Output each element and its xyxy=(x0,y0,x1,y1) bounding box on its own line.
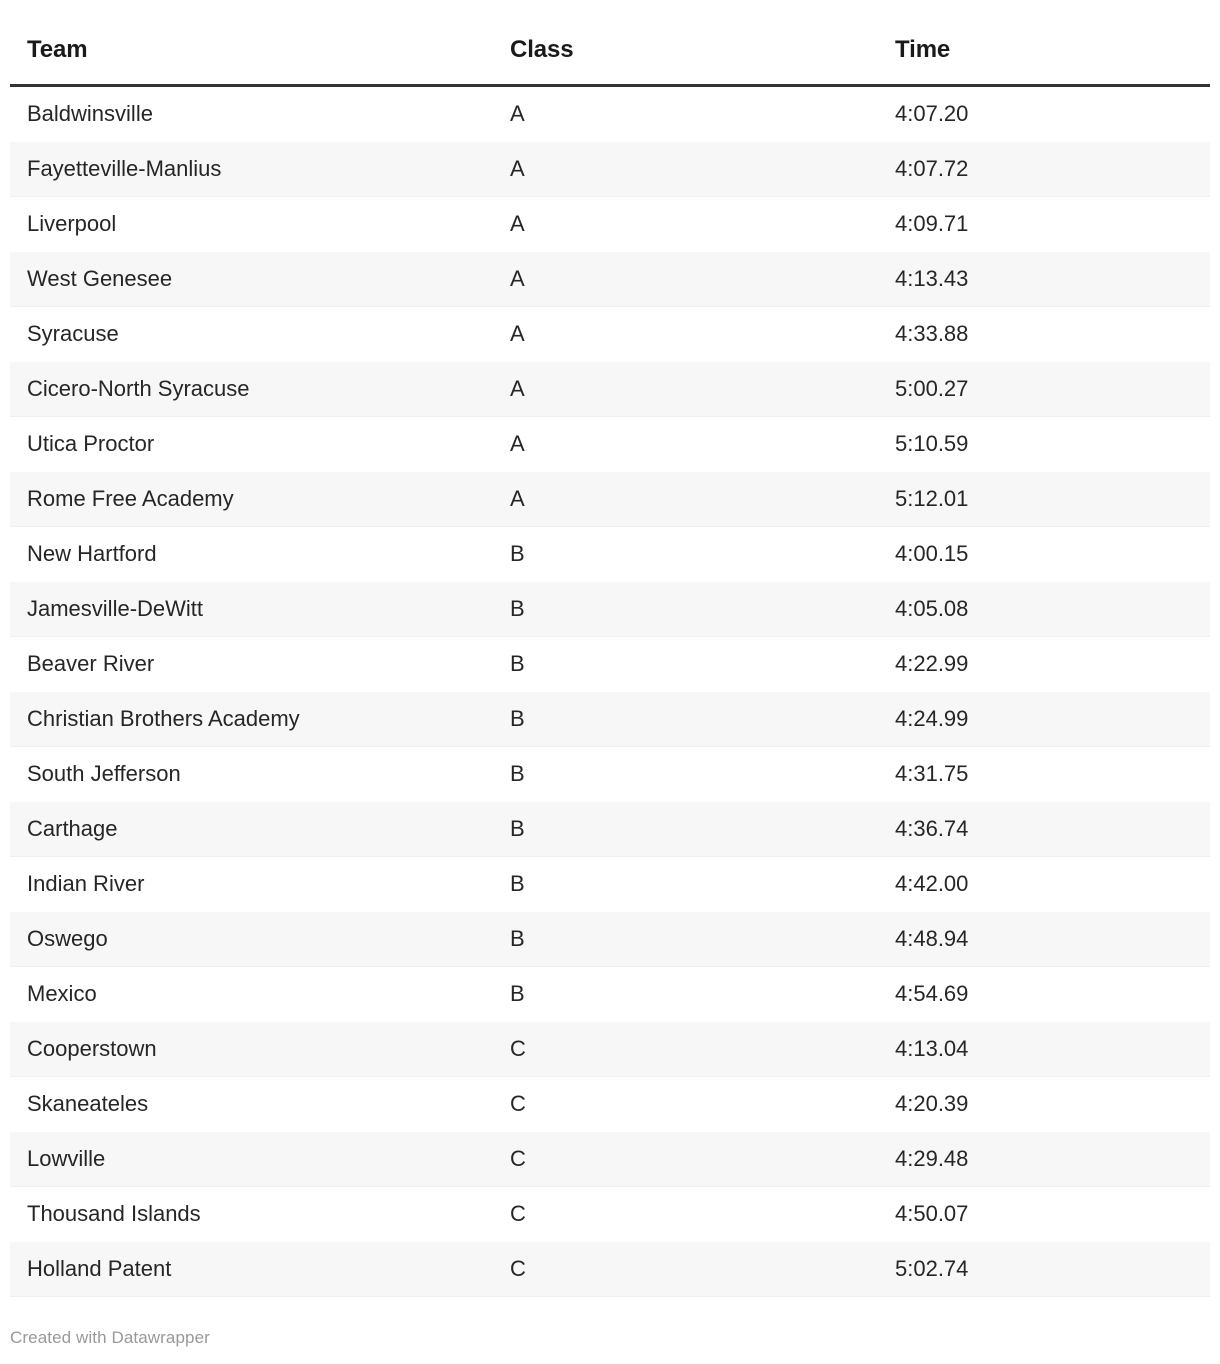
table-row: Mexico B 4:54.69 xyxy=(10,966,1210,1022)
table-row: Indian River B 4:42.00 xyxy=(10,856,1210,912)
cell-time: 4:42.00 xyxy=(895,856,1210,912)
cell-class: A xyxy=(510,416,895,472)
cell-team: Fayetteville-Manlius xyxy=(10,141,510,197)
cell-time: 4:00.15 xyxy=(895,526,1210,582)
table-row: West Genesee A 4:13.43 xyxy=(10,251,1210,307)
table-row: Lowville C 4:29.48 xyxy=(10,1131,1210,1187)
cell-team: Beaver River xyxy=(10,636,510,692)
cell-class: A xyxy=(510,251,895,307)
cell-time: 4:22.99 xyxy=(895,636,1210,692)
cell-time: 4:54.69 xyxy=(895,966,1210,1022)
cell-team: Lowville xyxy=(10,1131,510,1187)
cell-team: Carthage xyxy=(10,801,510,857)
cell-time: 4:09.71 xyxy=(895,196,1210,252)
table-row: Oswego B 4:48.94 xyxy=(10,911,1210,967)
cell-team: Liverpool xyxy=(10,196,510,252)
table-row: Utica Proctor A 5:10.59 xyxy=(10,416,1210,472)
table-row: Fayetteville-Manlius A 4:07.72 xyxy=(10,141,1210,197)
table-row: New Hartford B 4:00.15 xyxy=(10,526,1210,582)
column-header-class[interactable]: Class xyxy=(510,0,895,87)
cell-team: Skaneateles xyxy=(10,1076,510,1132)
cell-team: Utica Proctor xyxy=(10,416,510,472)
cell-class: B xyxy=(510,581,895,637)
cell-time: 4:48.94 xyxy=(895,911,1210,967)
cell-time: 4:36.74 xyxy=(895,801,1210,857)
cell-class: A xyxy=(510,471,895,527)
table-header: Team Class Time xyxy=(10,0,1210,87)
cell-time: 4:13.43 xyxy=(895,251,1210,307)
table-row: Jamesville-DeWitt B 4:05.08 xyxy=(10,581,1210,637)
table-row: Holland Patent C 5:02.74 xyxy=(10,1241,1210,1297)
cell-time: 4:07.20 xyxy=(895,85,1210,142)
cell-team: West Genesee xyxy=(10,251,510,307)
cell-class: B xyxy=(510,911,895,967)
table-row: Beaver River B 4:22.99 xyxy=(10,636,1210,692)
cell-class: C xyxy=(510,1076,895,1132)
cell-time: 4:33.88 xyxy=(895,306,1210,362)
cell-team: Indian River xyxy=(10,856,510,912)
cell-team: Holland Patent xyxy=(10,1241,510,1297)
cell-team: Rome Free Academy xyxy=(10,471,510,527)
cell-class: B xyxy=(510,801,895,857)
cell-class: A xyxy=(510,85,895,142)
cell-time: 5:00.27 xyxy=(895,361,1210,417)
cell-class: B xyxy=(510,636,895,692)
cell-class: B xyxy=(510,746,895,802)
cell-class: B xyxy=(510,856,895,912)
table-header-row: Team Class Time xyxy=(10,0,1210,87)
table-row: Cooperstown C 4:13.04 xyxy=(10,1021,1210,1077)
cell-team: Cicero-North Syracuse xyxy=(10,361,510,417)
cell-class: C xyxy=(510,1241,895,1297)
column-header-time[interactable]: Time xyxy=(895,0,1210,87)
cell-class: B xyxy=(510,966,895,1022)
cell-team: New Hartford xyxy=(10,526,510,582)
cell-time: 5:12.01 xyxy=(895,471,1210,527)
cell-class: A xyxy=(510,361,895,417)
table-row: Skaneateles C 4:20.39 xyxy=(10,1076,1210,1132)
table-body: Baldwinsville A 4:07.20 Fayetteville-Manliu… xyxy=(10,85,1210,1297)
cell-time: 5:02.74 xyxy=(895,1241,1210,1297)
cell-class: A xyxy=(510,196,895,252)
cell-team: Christian Brothers Academy xyxy=(10,691,510,747)
cell-time: 4:07.72 xyxy=(895,141,1210,197)
table-row: Carthage B 4:36.74 xyxy=(10,801,1210,857)
cell-time: 4:13.04 xyxy=(895,1021,1210,1077)
table-row: South Jefferson B 4:31.75 xyxy=(10,746,1210,802)
cell-time: 4:29.48 xyxy=(895,1131,1210,1187)
column-header-team[interactable]: Team xyxy=(10,0,510,87)
cell-time: 4:24.99 xyxy=(895,691,1210,747)
cell-class: A xyxy=(510,141,895,197)
cell-class: C xyxy=(510,1021,895,1077)
cell-team: Thousand Islands xyxy=(10,1186,510,1242)
table-row: Rome Free Academy A 5:12.01 xyxy=(10,471,1210,527)
cell-time: 5:10.59 xyxy=(895,416,1210,472)
cell-time: 4:20.39 xyxy=(895,1076,1210,1132)
cell-team: Baldwinsville xyxy=(10,85,510,142)
table-row: Christian Brothers Academy B 4:24.99 xyxy=(10,691,1210,747)
cell-team: South Jefferson xyxy=(10,746,510,802)
cell-class: B xyxy=(510,526,895,582)
cell-class: C xyxy=(510,1186,895,1242)
table-row: Baldwinsville A 4:07.20 xyxy=(10,85,1210,142)
cell-class: A xyxy=(510,306,895,362)
cell-class: B xyxy=(510,691,895,747)
table-row: Syracuse A 4:33.88 xyxy=(10,306,1210,362)
table-row: Cicero-North Syracuse A 5:00.27 xyxy=(10,361,1210,417)
results-table: Team Class Time Baldwinsville A 4:07.20 Fay… xyxy=(10,0,1210,1297)
cell-team: Syracuse xyxy=(10,306,510,362)
table-row: Thousand Islands C 4:50.07 xyxy=(10,1186,1210,1242)
table-row: Liverpool A 4:09.71 xyxy=(10,196,1210,252)
cell-team: Jamesville-DeWitt xyxy=(10,581,510,637)
cell-time: 4:31.75 xyxy=(895,746,1210,802)
cell-team: Mexico xyxy=(10,966,510,1022)
cell-time: 4:50.07 xyxy=(895,1186,1210,1242)
cell-time: 4:05.08 xyxy=(895,581,1210,637)
datawrapper-credit[interactable]: Created with Datawrapper xyxy=(10,1328,210,1347)
cell-team: Oswego xyxy=(10,911,510,967)
cell-team: Cooperstown xyxy=(10,1021,510,1077)
cell-class: C xyxy=(510,1131,895,1187)
